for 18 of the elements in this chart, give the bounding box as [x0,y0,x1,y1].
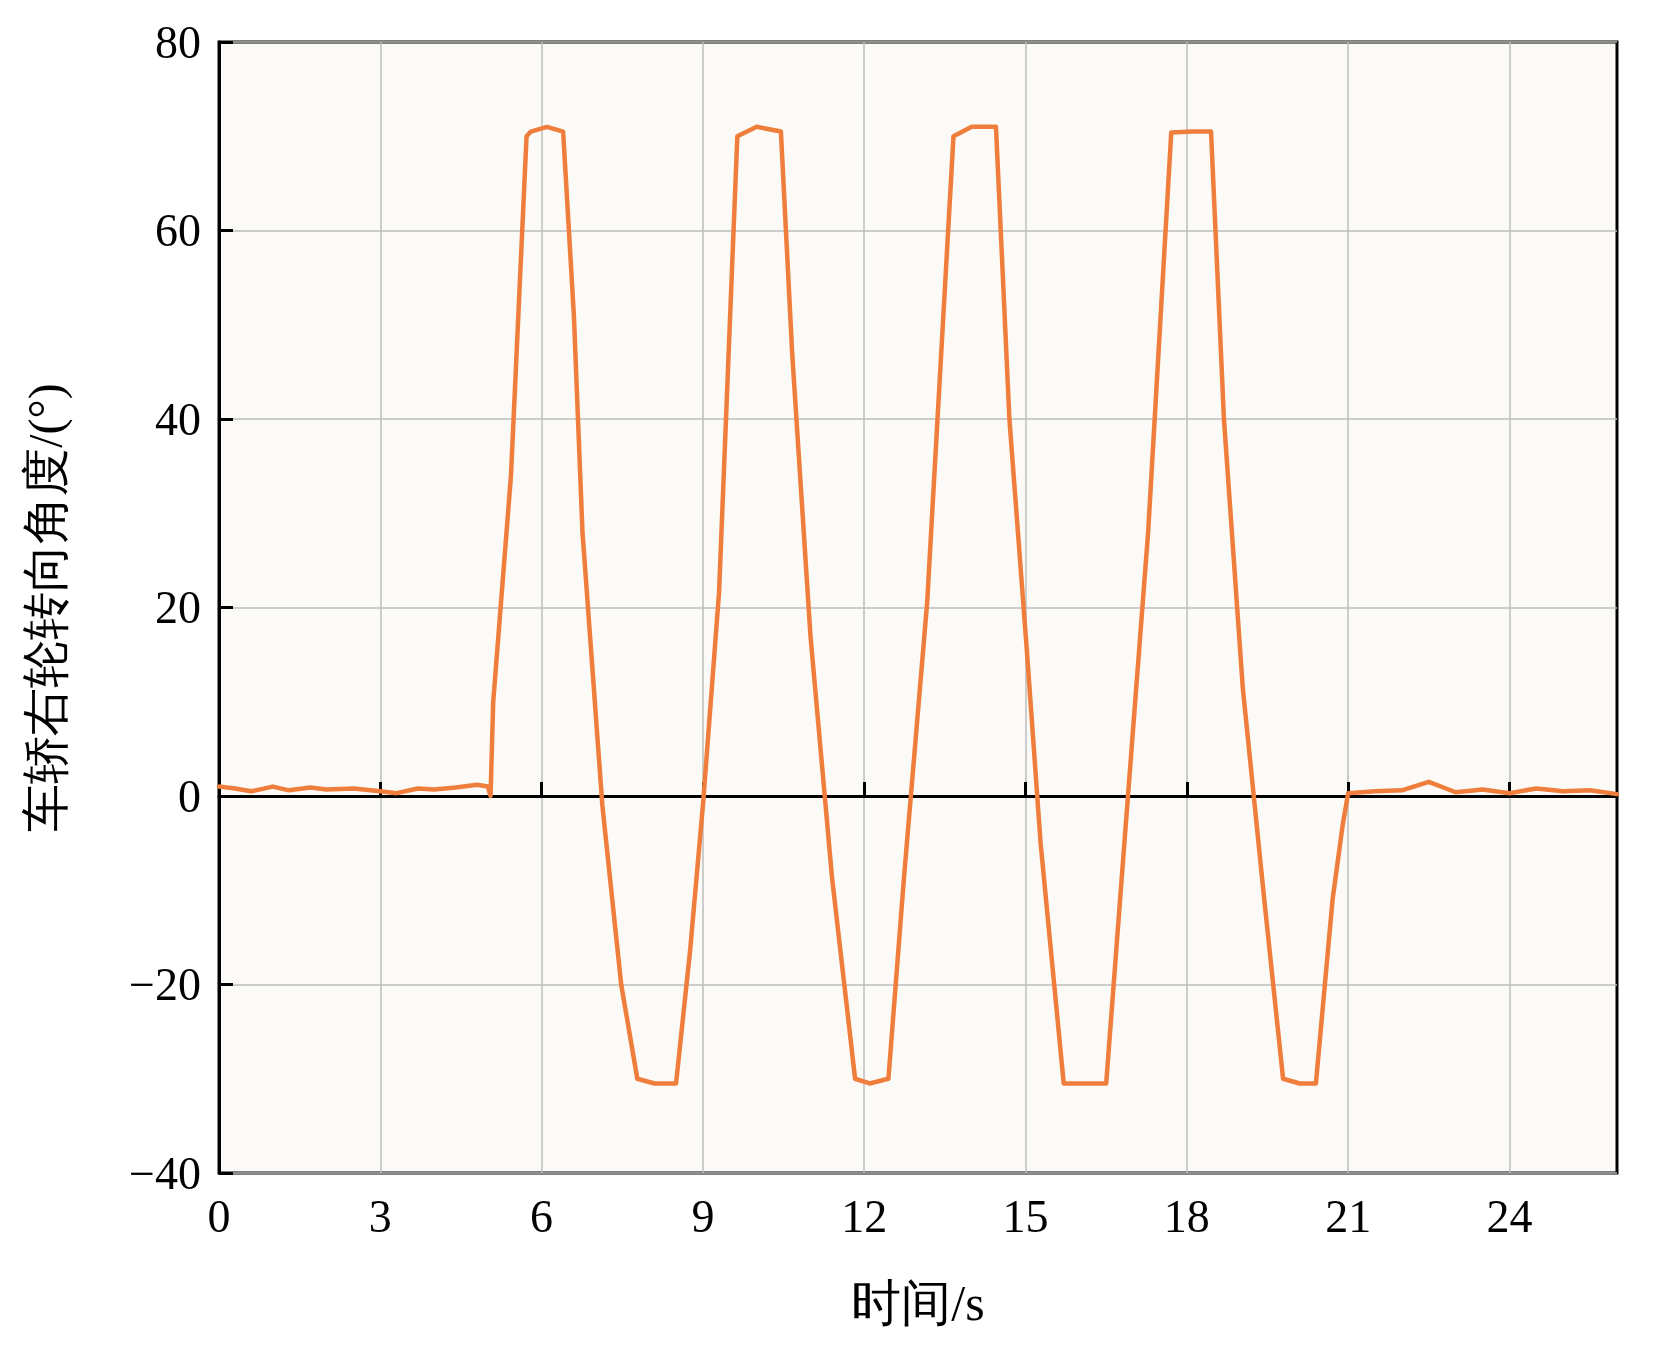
x-tick-label: 18 [1163,1190,1210,1242]
y-tick-label: 60 [155,205,201,256]
x-tick-label: 15 [1002,1190,1049,1242]
x-tick-label: 24 [1486,1190,1533,1242]
line-series [216,124,1620,1086]
y-tick-label: −20 [129,959,201,1010]
x-tick-label: 21 [1325,1190,1372,1242]
x-tick-label: 9 [691,1190,715,1242]
y-tick-label: 0 [178,770,201,822]
y-tick-label: 40 [155,393,201,445]
y-tick-label: 80 [155,16,201,68]
x-tick-label: 12 [841,1190,888,1242]
x-tick-label: 3 [368,1190,392,1242]
x-axis-title: 时间/s [851,1275,985,1331]
y-axis-title: 车轿右轮转向角度/(°) [18,383,73,832]
y-tick-label: −40 [129,1147,201,1199]
x-tick-label: 6 [530,1190,554,1242]
y-tick-label: 20 [155,582,201,633]
